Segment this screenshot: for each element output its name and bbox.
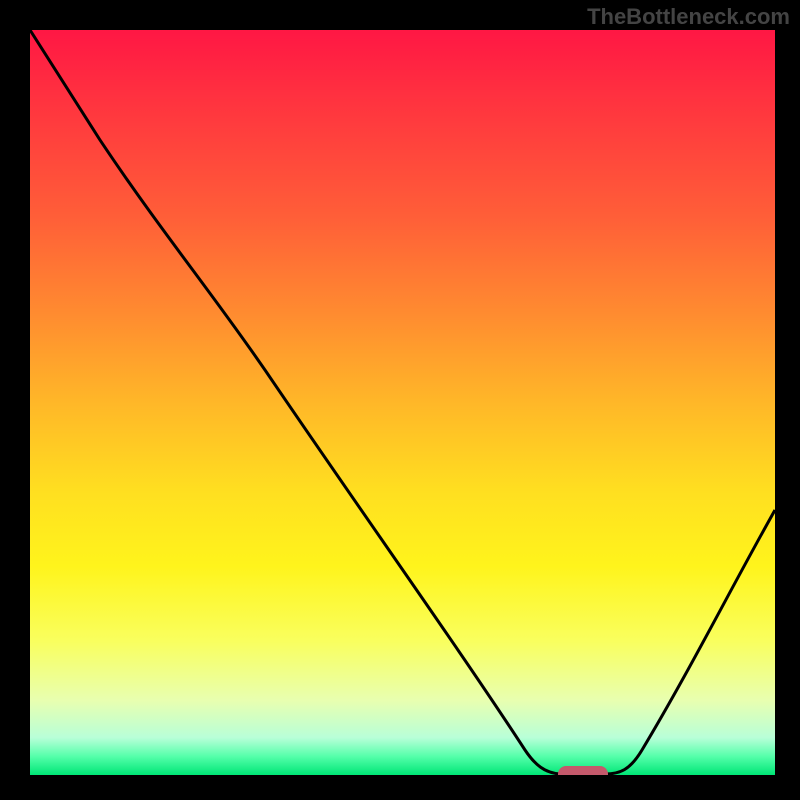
gradient-background xyxy=(30,30,775,775)
optimal-marker xyxy=(558,766,608,775)
watermark-text: TheBottleneck.com xyxy=(587,4,790,30)
plot-area xyxy=(30,30,775,775)
chart-container: TheBottleneck.com xyxy=(0,0,800,800)
plot-svg xyxy=(30,30,775,775)
